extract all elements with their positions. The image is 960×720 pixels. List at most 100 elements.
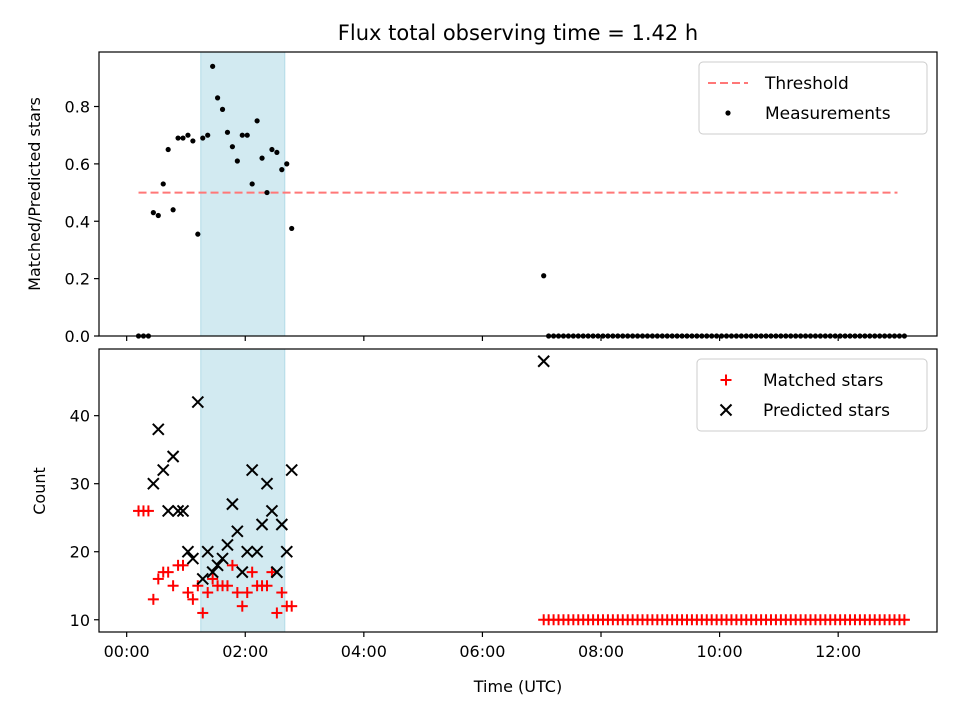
x-tick-label: 00:00 (104, 642, 150, 661)
x-axis-label: Time (UTC) (473, 677, 562, 696)
predicted-stars-point (226, 497, 239, 511)
predicted-stars-point (147, 477, 160, 490)
x-tick-label: 04:00 (341, 642, 387, 661)
predicted-stars-point (255, 518, 269, 531)
top-shaded-span (200, 51, 286, 337)
legend-matched-stars-swatch (720, 374, 732, 386)
measurements-point (244, 132, 250, 138)
matched-stars-point (898, 614, 910, 626)
measurements-point (160, 181, 166, 187)
predicted-stars-point (241, 545, 254, 558)
measurements-point (210, 63, 216, 69)
top-y-axis-label: Matched/Predicted stars (25, 97, 44, 291)
measurements-point (284, 161, 290, 167)
measurements-point (229, 144, 236, 150)
x-tick-label: 02:00 (222, 642, 268, 661)
matched-stars-point (192, 580, 204, 592)
measurements-point (195, 231, 201, 237)
predicted-stars-point (260, 477, 274, 490)
figure-title: Flux total observing time = 1.42 h (338, 21, 698, 45)
predicted-stars-point (245, 463, 259, 477)
predicted-stars-point (206, 565, 219, 579)
measurements-point (279, 167, 285, 173)
x-tick-label: 08:00 (578, 642, 624, 661)
x-tick-label: 10:00 (697, 642, 743, 661)
measurements-point (200, 135, 206, 141)
matched-stars-point (147, 593, 159, 605)
measurements-point (165, 146, 171, 153)
matched-stars-point (221, 580, 233, 592)
matched-stars-point (177, 559, 189, 571)
measurements-point (224, 129, 231, 135)
measurements-point (259, 155, 265, 161)
predicted-stars-point (181, 545, 195, 558)
legend-measurements-swatch (725, 110, 731, 116)
measurements-point (541, 273, 547, 279)
top-ticks-layer: 0.0 0.2 0.4 0.6 0.8 (65, 98, 839, 346)
top-legend-box (698, 61, 928, 135)
measurements-point (190, 138, 196, 144)
predicted-stars-point (265, 504, 279, 518)
matched-stars-point (142, 505, 154, 517)
measurements-point (289, 225, 295, 232)
legend-predicted-stars-label: Predicted stars (763, 401, 890, 421)
measurements-point (170, 207, 176, 213)
bottom-y-tick-label: 40 (70, 407, 90, 426)
matched-stars-point (197, 607, 209, 619)
measurements-point (274, 149, 280, 156)
predicted-stars-point (216, 552, 229, 565)
bottom-y-tick-label: 30 (70, 475, 90, 494)
predicted-stars-point (270, 565, 284, 579)
predicted-stars-point (166, 450, 180, 463)
bottom-y-tick-label: 10 (70, 611, 90, 630)
bottom-legend: Matched stars Predicted stars (696, 358, 928, 432)
predicted-stars-point (231, 525, 244, 538)
x-tick-label: 06:00 (459, 642, 505, 661)
matched-stars-point (226, 559, 238, 571)
top-y-tick-label: 0.0 (65, 327, 90, 346)
measurements-point (175, 135, 181, 141)
matched-stars-point (167, 580, 179, 592)
bottom-ticks-layer: 10 20 30 40 00:00 02:00 04:00 06:00 08:00 10:00 12… (70, 407, 862, 661)
measurements-point (205, 132, 211, 138)
predicted-stars-point (152, 423, 165, 436)
predicted-stars-point (157, 463, 170, 477)
predicted-stars-point (250, 545, 264, 558)
measurements-point (219, 106, 226, 112)
measurements-point (155, 212, 161, 219)
matched-stars-point (202, 587, 214, 599)
predicted-stars-point (186, 552, 200, 565)
matched-stars-point (246, 566, 258, 578)
top-y-tick-label: 0.8 (65, 98, 90, 117)
predicted-stars-point (196, 572, 209, 586)
legend-measurements-label: Measurements (765, 104, 891, 124)
measurements-point (150, 210, 156, 216)
predicted-stars-point (285, 463, 298, 477)
bottom-y-axis-label: Count (30, 467, 49, 515)
measurements-point (264, 189, 270, 196)
top-axes-frame (98, 51, 938, 337)
bottom-panel: 10 20 30 40 00:00 02:00 04:00 06:00 08:00 10:00 12… (30, 348, 938, 661)
predicted-stars-point (280, 545, 293, 558)
matched-stars-point (271, 607, 283, 619)
x-tick-label: 12:00 (815, 642, 861, 661)
measurements-point (180, 135, 186, 141)
legend-predicted-stars-swatch (719, 403, 733, 417)
top-shaded-span-layer (200, 51, 286, 337)
measurements-point (254, 118, 260, 124)
bottom-shaded-span (200, 348, 286, 633)
matched-stars-point (231, 587, 243, 599)
matched-stars-point (236, 600, 248, 612)
matched-stars-point (187, 593, 199, 605)
bottom-axes-frame (98, 348, 938, 633)
matched-stars-point (152, 573, 164, 585)
predicted-stars-point (176, 504, 190, 518)
top-y-tick-label: 0.4 (65, 212, 90, 231)
measurements-point (239, 132, 245, 138)
measurements-point (214, 95, 221, 101)
legend-threshold-label: Threshold (764, 74, 849, 94)
top-y-tick-label: 0.2 (65, 270, 90, 289)
measurements-point (269, 146, 275, 153)
bottom-points-layer (133, 355, 910, 626)
